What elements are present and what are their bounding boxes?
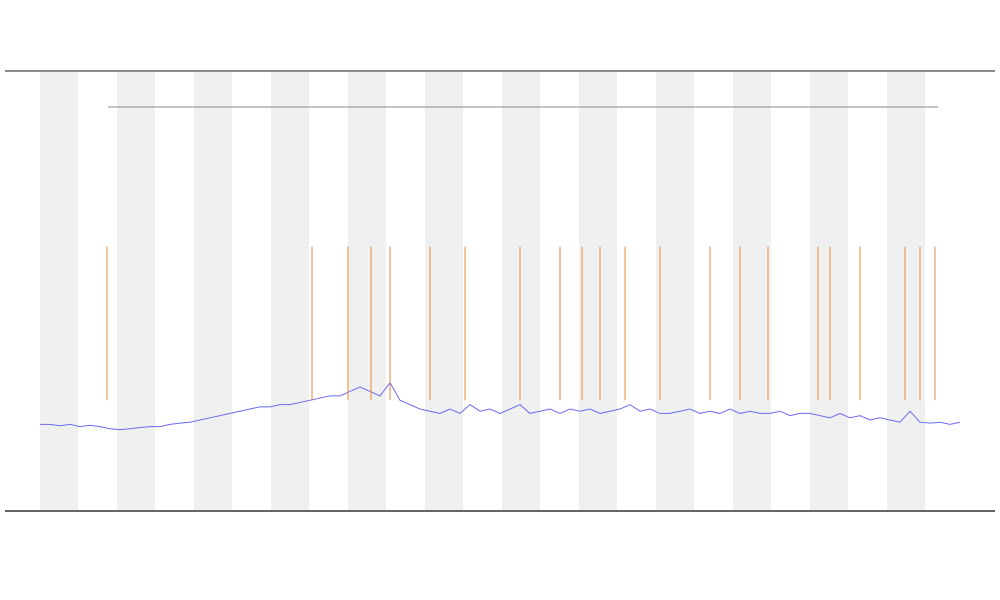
band — [40, 72, 78, 510]
band — [117, 72, 155, 510]
band — [887, 72, 925, 510]
background-bands — [40, 72, 925, 510]
data-line — [40, 381, 961, 431]
band — [271, 72, 309, 510]
band — [502, 72, 540, 510]
band — [579, 72, 617, 510]
band — [810, 72, 848, 510]
band — [656, 72, 694, 510]
band — [425, 72, 463, 510]
band — [348, 72, 386, 510]
band — [194, 72, 232, 510]
band — [733, 72, 771, 510]
